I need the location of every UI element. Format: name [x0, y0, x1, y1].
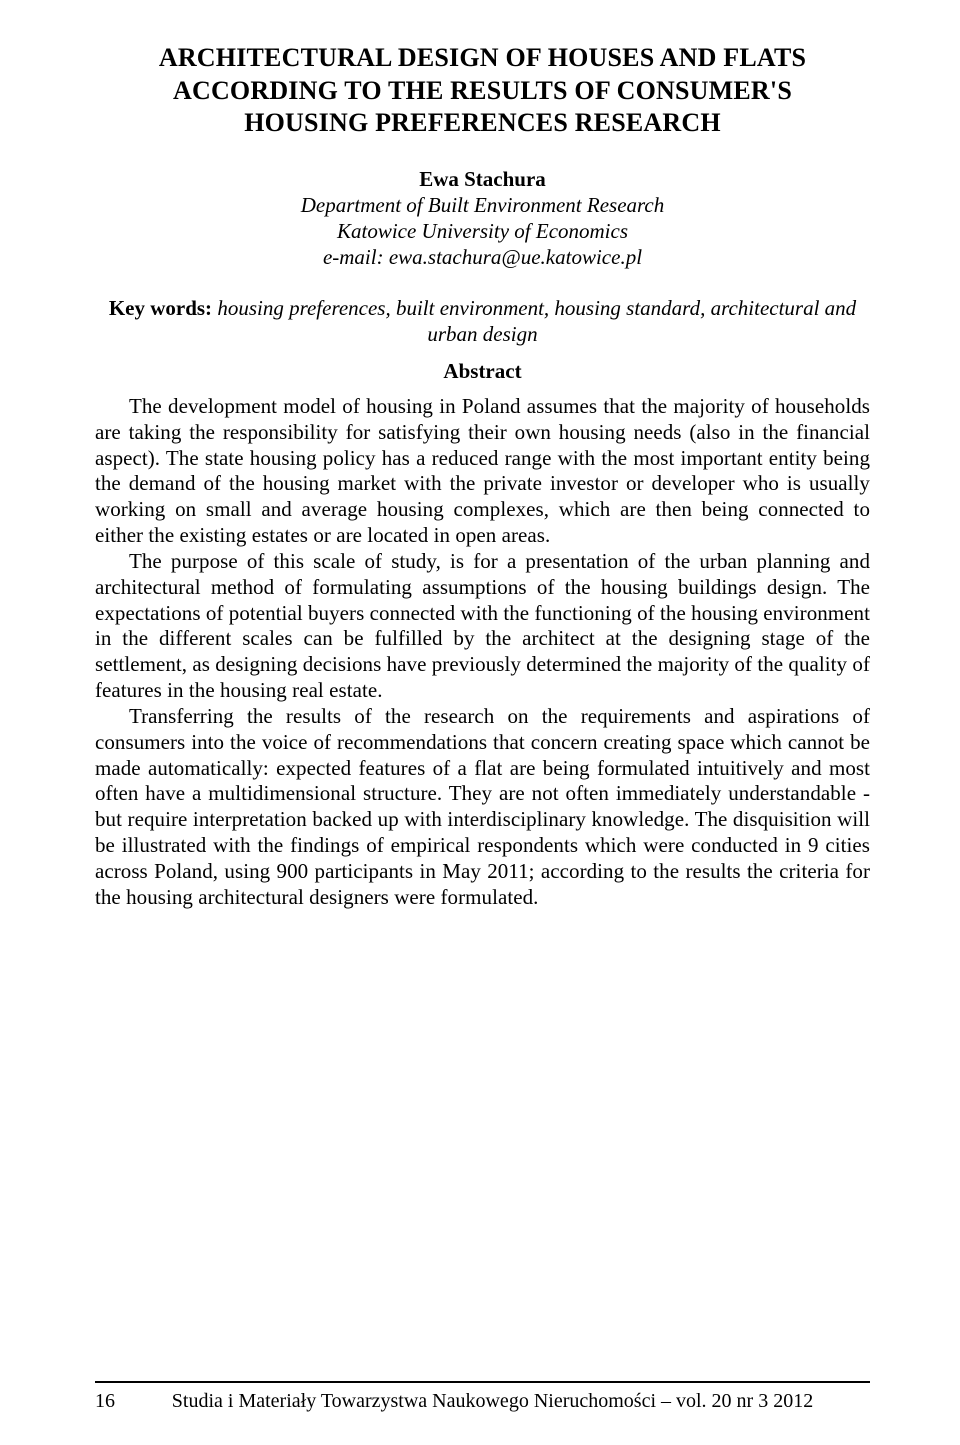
- affiliation-line: Katowice University of Economics: [337, 219, 628, 243]
- author-name: Ewa Stachura: [95, 166, 870, 192]
- footer-citation: Studia i Materiały Towarzystwa Naukowego…: [95, 1391, 870, 1411]
- footer-divider: [95, 1381, 870, 1383]
- keywords-text: housing preferences, built environment, …: [217, 296, 856, 346]
- keywords-label: Key words:: [109, 296, 212, 320]
- keywords: Key words: housing preferences, built en…: [95, 295, 870, 348]
- title-line: ARCHITECTURAL DESIGN OF HOUSES AND FLATS: [159, 43, 806, 72]
- abstract-paragraph: The development model of housing in Pola…: [95, 394, 870, 549]
- page-footer: 16 Studia i Materiały Towarzystwa Naukow…: [95, 1391, 870, 1411]
- abstract-paragraph: Transferring the results of the research…: [95, 704, 870, 911]
- affiliation-line: Department of Built Environment Research: [301, 193, 665, 217]
- page: ARCHITECTURAL DESIGN OF HOUSES AND FLATS…: [0, 0, 960, 1445]
- affiliation-line: e-mail: ewa.stachura@ue.katowice.pl: [323, 245, 642, 269]
- title-line: HOUSING PREFERENCES RESEARCH: [244, 108, 721, 137]
- title-line: ACCORDING TO THE RESULTS OF CONSUMER'S: [173, 76, 792, 105]
- abstract-paragraph: The purpose of this scale of study, is f…: [95, 549, 870, 704]
- paper-title: ARCHITECTURAL DESIGN OF HOUSES AND FLATS…: [95, 42, 870, 140]
- abstract-heading: Abstract: [95, 359, 870, 384]
- affiliation: Department of Built Environment Research…: [95, 192, 870, 271]
- page-number: 16: [95, 1391, 115, 1411]
